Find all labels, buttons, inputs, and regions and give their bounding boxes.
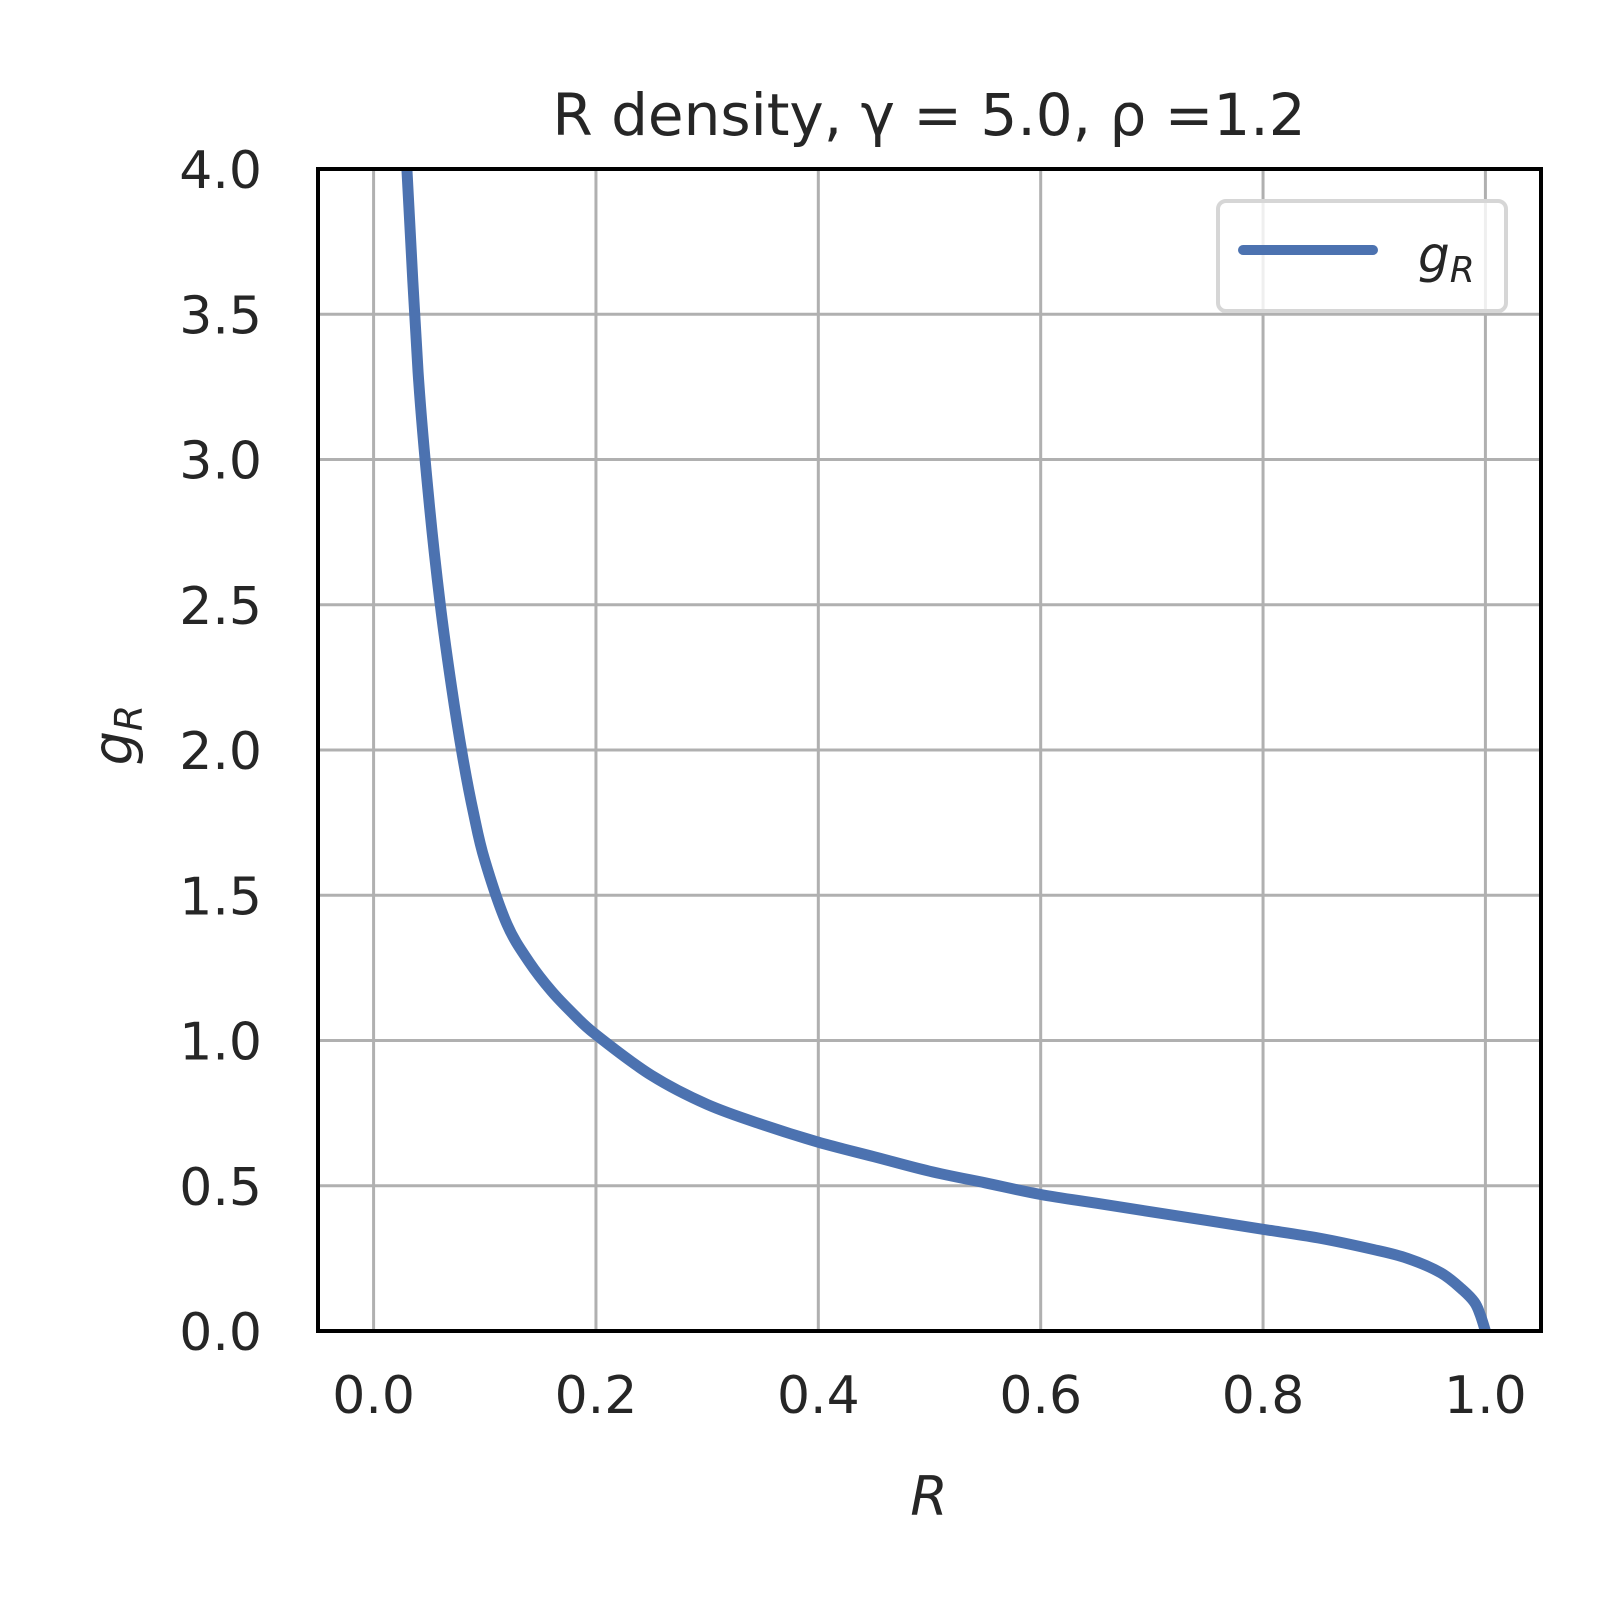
x-tick-label: 0.2 — [555, 1366, 638, 1426]
y-axis-label-main: g — [82, 731, 145, 765]
legend: gR — [1216, 199, 1508, 313]
x-axis-label: R — [910, 1465, 948, 1528]
y-tick-label: 2.5 — [179, 577, 262, 637]
legend-label: gR — [1418, 226, 1475, 291]
legend-label-sub: R — [1450, 250, 1475, 291]
legend-box — [1216, 199, 1508, 313]
x-tick-label: 0.8 — [1222, 1366, 1305, 1426]
x-tick-labels: 0.0 0.2 0.4 0.6 0.8 1.0 — [332, 1366, 1527, 1426]
y-axis-label: gR — [82, 705, 151, 766]
y-tick-label: 1.0 — [179, 1013, 262, 1073]
y-tick-label: 2.0 — [179, 722, 262, 782]
y-tick-label: 3.5 — [179, 286, 262, 346]
series-layer — [401, 168, 1491, 1333]
legend-label-main: g — [1418, 226, 1450, 284]
x-tick-label: 1.0 — [1444, 1366, 1527, 1426]
y-tick-label: 1.5 — [179, 867, 262, 927]
chart-title: R density, γ = 5.0, ρ =1.2 — [552, 81, 1305, 149]
y-tick-labels: 0.0 0.5 1.0 1.5 2.0 2.5 3.0 3.5 4.0 — [179, 141, 262, 1363]
x-tick-label: 0.6 — [999, 1366, 1082, 1426]
x-tick-label: 0.4 — [777, 1366, 860, 1426]
y-tick-label: 4.0 — [179, 141, 262, 201]
x-tick-label: 0.0 — [332, 1366, 415, 1426]
plot-frame — [316, 167, 1543, 1333]
y-axis-label-sub: R — [107, 705, 151, 731]
y-tick-label: 0.0 — [179, 1303, 262, 1363]
series-line-g-r — [401, 168, 1491, 1333]
y-tick-label: 3.0 — [179, 432, 262, 492]
y-tick-label: 0.5 — [179, 1158, 262, 1218]
